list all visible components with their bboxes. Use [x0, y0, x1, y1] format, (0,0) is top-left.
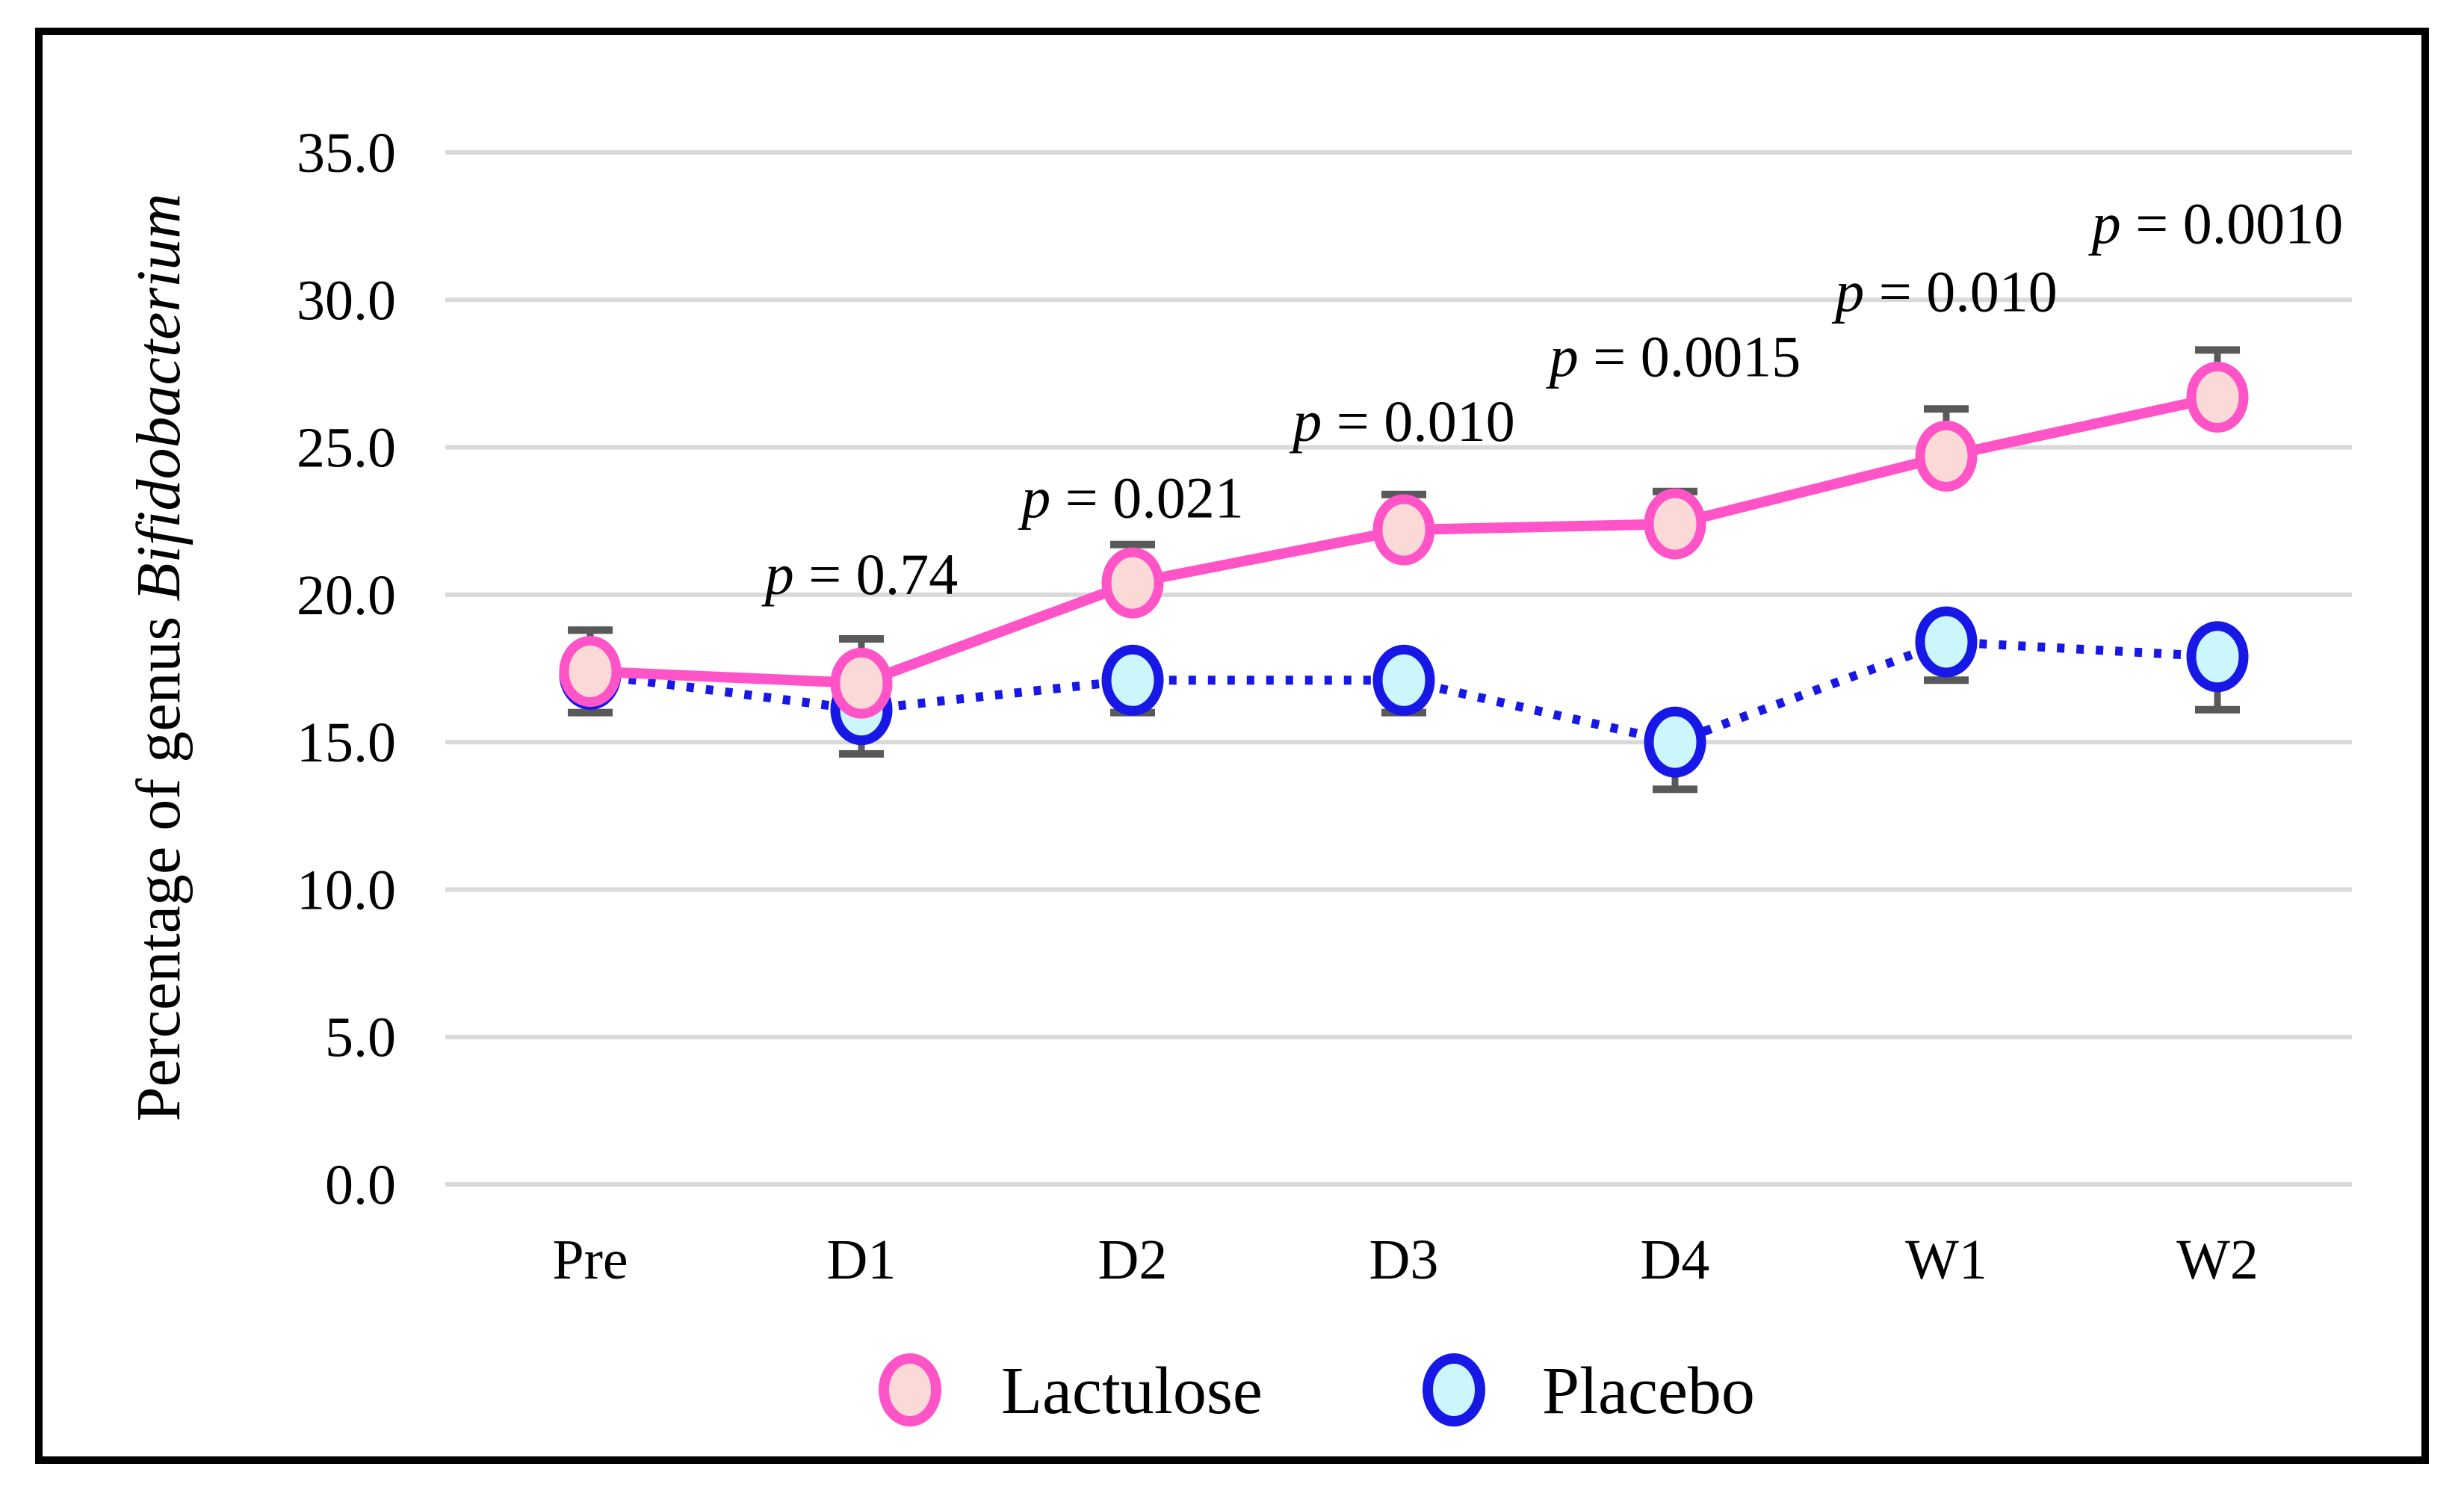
- data-point-lactulose: [1644, 488, 1706, 560]
- y-axis-title: Percentage of genusBifidobacterium: [124, 194, 194, 1122]
- data-point-lactulose: [559, 635, 622, 707]
- data-point-placebo: [1915, 606, 1978, 678]
- data-point-lactulose: [1915, 420, 1978, 492]
- y-tick-label: 10.0: [297, 859, 396, 921]
- data-point-lactulose: [830, 647, 893, 719]
- p-value-annotation: p = 0.010: [1289, 389, 1515, 454]
- figure-border: [35, 28, 2429, 1464]
- legend-label-placebo: Placebo: [1542, 1354, 1755, 1428]
- x-tick-label: D2: [1098, 1228, 1168, 1291]
- x-tick-label: Pre: [552, 1228, 628, 1291]
- data-point-placebo: [1644, 706, 1706, 778]
- plot-area: 0.0 5.0 10.0 15.0 20.0 25.0 30.0 35.0 Pre D1 D2 D3 D…: [297, 122, 2352, 1428]
- p-value-annotation: p = 0.0015: [1546, 324, 1801, 389]
- legend-label-lactulose: Lactulose: [1001, 1354, 1263, 1428]
- data-point-lactulose: [1372, 494, 1435, 566]
- y-tick-label: 15.0: [297, 711, 396, 774]
- data-point-lactulose: [2186, 361, 2249, 433]
- data-point-placebo: [2186, 621, 2249, 693]
- legend-marker-placebo: [1423, 1353, 1485, 1427]
- data-point-lactulose: [1101, 547, 1164, 619]
- y-tick-label: 5.0: [325, 1007, 396, 1069]
- y-tick-label: 0.0: [325, 1154, 396, 1217]
- p-value-annotation: p = 0.021: [1018, 466, 1244, 531]
- p-value-annotation: p = 0.010: [1831, 259, 2058, 324]
- data-point-placebo: [1101, 644, 1164, 716]
- x-tick-label: W2: [2176, 1228, 2259, 1291]
- x-tick-label: W1: [1905, 1228, 1987, 1291]
- p-value-annotation: p = 0.0010: [2088, 191, 2344, 256]
- y-tick-label: 30.0: [297, 269, 396, 332]
- data-point-placebo: [1372, 644, 1435, 716]
- p-value-annotation: p = 0.74: [761, 542, 959, 607]
- y-tick-label: 20.0: [297, 564, 396, 627]
- legend-marker-lactulose: [879, 1353, 941, 1427]
- x-tick-label: D4: [1641, 1228, 1710, 1291]
- y-tick-label: 25.0: [297, 417, 396, 480]
- y-tick-label: 35.0: [297, 122, 396, 185]
- x-tick-label: D3: [1369, 1228, 1439, 1291]
- x-tick-label: D1: [827, 1228, 897, 1291]
